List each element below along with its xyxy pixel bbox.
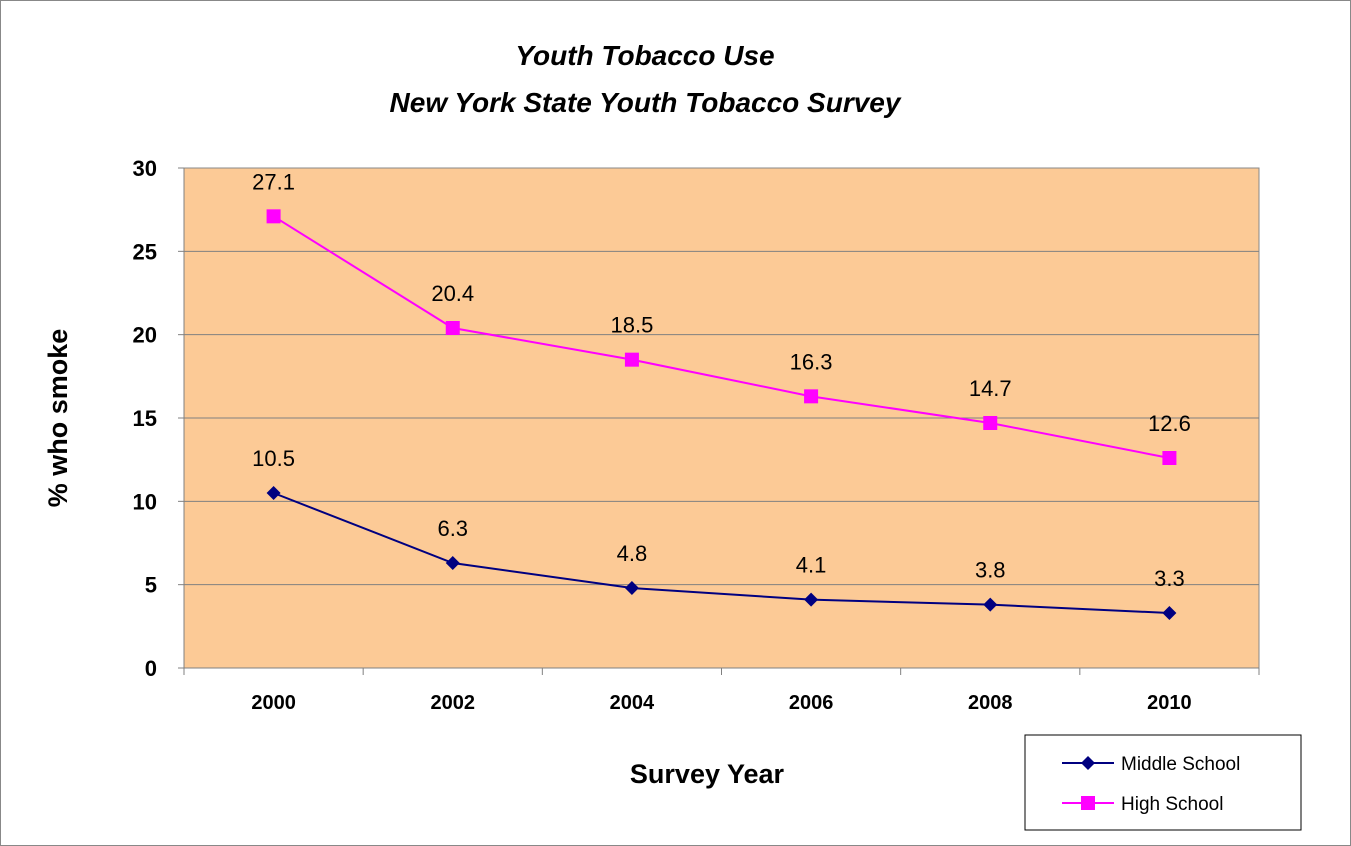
series-layer: 10.5 6.3 4.8 4.1 3.8 3.3 27.1 20.4 18.5 16.3 14.7 1… [252, 169, 1191, 620]
x-axis-title: Survey Year [630, 759, 785, 789]
y-tick-label: 10 [133, 489, 157, 514]
data-label-middle-school: 4.8 [617, 541, 648, 566]
chart-title: Youth Tobacco Use [515, 40, 774, 71]
y-axis-title: % who smoke [43, 329, 73, 508]
legend-marker-icon [1081, 756, 1095, 770]
series-line-high-school [273, 215, 1170, 459]
data-label-middle-school: 6.3 [437, 516, 468, 541]
legend-label: Middle School [1121, 754, 1240, 775]
data-point-high-school [1162, 451, 1177, 465]
legend-label: High School [1121, 794, 1223, 815]
data-label-middle-school: 10.5 [252, 446, 295, 471]
gridlines [184, 250, 1259, 586]
legend-item-high-school: High School [1062, 794, 1223, 815]
legend-box [1024, 734, 1302, 831]
data-point-high-school [983, 416, 998, 430]
y-tick-label: 0 [145, 656, 157, 681]
data-point-high-school [445, 321, 460, 335]
x-tick-labels: 2000 2002 2004 2006 2008 2010 [251, 692, 1191, 714]
data-point-high-school [624, 352, 639, 367]
data-point-middle-school [624, 581, 639, 595]
data-label-high-school: 18.5 [611, 313, 654, 338]
legend-item-middle-school: Middle School [1062, 754, 1240, 775]
legend-marker-icon [1081, 796, 1095, 810]
x-tick-label: 2000 [251, 692, 296, 714]
data-point-middle-school [445, 556, 460, 570]
x-tick-label: 2002 [431, 692, 476, 714]
y-tick-label: 30 [133, 156, 157, 181]
data-point-high-school [804, 389, 819, 404]
data-label-high-school: 20.4 [431, 281, 474, 306]
data-label-high-school: 27.1 [252, 169, 295, 194]
series-high-school: 27.1 20.4 18.5 16.3 14.7 12.6 [252, 169, 1191, 465]
series-middle-school: 10.5 6.3 4.8 4.1 3.8 3.3 [252, 446, 1185, 620]
y-tick-label: 15 [133, 406, 157, 431]
x-tick-label: 2008 [968, 692, 1013, 714]
y-tick-label: 20 [133, 323, 157, 348]
data-point-high-school [266, 209, 281, 224]
data-point-middle-school [1162, 606, 1177, 620]
y-tick-label: 5 [145, 573, 157, 598]
data-point-middle-school [266, 486, 281, 500]
legend: Middle School High School [1024, 734, 1302, 831]
axes [178, 167, 1260, 675]
x-tick-label: 2010 [1147, 692, 1192, 714]
data-label-high-school: 16.3 [790, 349, 833, 374]
data-label-middle-school: 3.3 [1154, 566, 1185, 591]
x-tick-label: 2006 [789, 692, 834, 714]
series-line-middle-school [273, 492, 1170, 614]
y-tick-label: 25 [133, 239, 157, 264]
data-label-middle-school: 4.1 [796, 553, 827, 578]
data-label-high-school: 12.6 [1148, 411, 1191, 436]
chart-subtitle: New York State Youth Tobacco Survey [390, 87, 902, 118]
y-tick-labels: 0 5 10 15 20 25 30 [133, 156, 157, 681]
data-point-middle-school [804, 592, 819, 607]
x-tick-label: 2004 [610, 692, 655, 714]
data-point-middle-school [983, 597, 998, 612]
data-label-middle-school: 3.8 [975, 558, 1006, 583]
data-label-high-school: 14.7 [969, 376, 1012, 401]
